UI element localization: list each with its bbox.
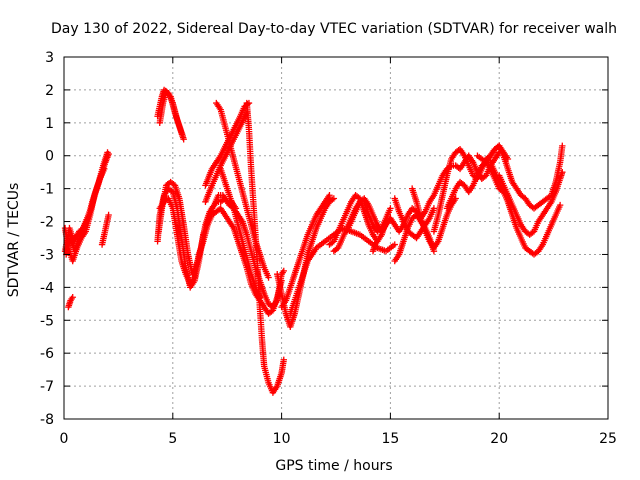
series-arc-r xyxy=(326,192,390,248)
data-point-plus xyxy=(326,192,333,199)
y-tick-label: -3 xyxy=(40,247,54,263)
plot-frame xyxy=(63,56,609,420)
data-point-plus xyxy=(105,211,112,219)
series-arc-e xyxy=(98,211,112,248)
data-point-plus xyxy=(556,201,564,209)
y-tick-label: 0 xyxy=(45,149,54,165)
data-point-plus xyxy=(559,142,566,150)
y-tick-label: -2 xyxy=(40,215,54,231)
series-arc-u xyxy=(343,195,394,235)
data-point-plus xyxy=(329,196,336,203)
chart-title: Day 130 of 2022, Sidereal Day-to-day VTE… xyxy=(51,21,617,37)
x-tick-label: 25 xyxy=(599,431,617,447)
series-arc-n xyxy=(217,165,264,301)
series-arc-v xyxy=(369,238,381,255)
series-arc-ae xyxy=(496,168,566,238)
data-point-plus xyxy=(330,195,338,202)
x-tick-label: 10 xyxy=(273,431,291,447)
y-tick-label: -4 xyxy=(40,280,54,296)
data-point-plus xyxy=(179,132,186,140)
y-tick-label: 1 xyxy=(45,116,54,132)
data-point-plus xyxy=(430,205,438,212)
y-tick-label: -5 xyxy=(40,313,54,329)
data-point-plus xyxy=(265,274,272,281)
y-tick-label: -7 xyxy=(40,379,54,395)
y-tick-label: -8 xyxy=(40,412,54,428)
y-tick-label: -1 xyxy=(40,182,54,198)
series-arc-ac xyxy=(474,142,566,212)
y-tick-label: -6 xyxy=(40,346,54,362)
axis-ticks xyxy=(63,56,609,420)
grid xyxy=(64,57,608,419)
x-tick-label: 20 xyxy=(490,431,508,447)
series-arc-d xyxy=(65,294,76,311)
x-tick-label: 0 xyxy=(60,431,69,447)
data-point-plus xyxy=(105,150,112,158)
x-axis-title: GPS time / hours xyxy=(275,458,392,474)
series-arc-j xyxy=(156,88,186,140)
y-tick-labels: -8 -7 -6 -5 -4 -3 -2 -1 0 1 2 3 xyxy=(40,50,54,428)
series-arc-t xyxy=(287,224,398,317)
data-point-plus xyxy=(280,356,287,363)
data-point-plus xyxy=(391,241,398,248)
data-point-plus xyxy=(69,294,76,301)
series-arc-m xyxy=(213,99,272,281)
data-point-plus xyxy=(101,165,108,173)
series-arc-o xyxy=(243,99,287,396)
data-point-plus xyxy=(559,168,566,176)
data-points xyxy=(61,86,566,396)
x-tick-label: 15 xyxy=(381,431,399,447)
y-tick-label: 2 xyxy=(45,83,54,99)
x-tick-labels: 0 5 10 15 20 25 xyxy=(60,431,617,447)
data-point-plus xyxy=(374,238,381,245)
y-tick-label: 3 xyxy=(45,50,54,66)
y-axis-title: SDTVAR / TECUs xyxy=(6,183,22,298)
data-point-plus xyxy=(387,205,394,212)
series-arc-c xyxy=(62,165,108,258)
x-tick-label: 5 xyxy=(168,431,177,447)
series-arc-z xyxy=(408,185,459,252)
data-point-plus xyxy=(280,267,287,275)
data-point-plus xyxy=(180,136,187,143)
series-arc-q xyxy=(278,192,333,311)
series-arc-h xyxy=(156,195,285,317)
